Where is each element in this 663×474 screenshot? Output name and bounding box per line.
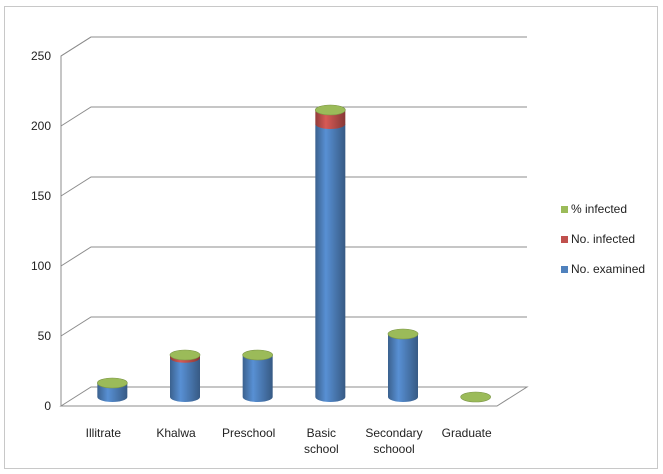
gridline <box>60 106 527 127</box>
legend-label: No. infected <box>571 232 635 246</box>
gridline <box>60 176 527 197</box>
bar-group <box>387 328 419 402</box>
gridline <box>60 36 527 57</box>
chart-floor <box>59 386 529 407</box>
bar-group <box>315 104 346 402</box>
gridline <box>60 316 527 337</box>
x-axis-labels: Illitrate Khalwa Preschool Basic school Secon… <box>86 426 492 456</box>
chart-frame: 0 50 100 150 200 250 Illitrate Khalwa Preschool… <box>4 6 658 469</box>
bar-cap <box>169 349 201 361</box>
y-tick-label: 50 <box>38 329 52 343</box>
bar-group <box>460 391 491 403</box>
bar-group <box>97 377 128 402</box>
bar-cap <box>315 104 346 116</box>
y-tick-label: 250 <box>31 49 51 63</box>
legend: % infected No. infected No. examined <box>561 202 645 276</box>
bars <box>97 104 491 403</box>
legend-swatch <box>561 206 568 213</box>
x-tick-label: Illitrate <box>86 426 122 440</box>
bar-cap <box>97 377 128 389</box>
bar <box>170 357 200 402</box>
y-tick-label: 200 <box>31 119 51 133</box>
x-tick-label: Basic school <box>304 426 339 456</box>
x-tick-label: Secondary schoool <box>365 426 422 456</box>
legend-swatch <box>561 236 568 243</box>
y-tick-label: 150 <box>31 189 51 203</box>
y-tick-label: 100 <box>31 259 51 273</box>
x-tick-label: Preschool <box>222 426 275 440</box>
x-tick-label: Khalwa <box>156 426 196 440</box>
x-tick-label: Graduate <box>442 426 492 440</box>
bar-cap <box>242 349 273 361</box>
y-axis-ticks: 0 50 100 150 200 250 <box>31 49 51 413</box>
legend-label: % infected <box>571 202 627 216</box>
bar-cap <box>387 328 419 340</box>
y-tick-label: 0 <box>44 399 51 413</box>
gridline <box>60 246 527 267</box>
bar-cap <box>460 391 491 403</box>
bar <box>388 334 418 402</box>
bar <box>315 124 346 402</box>
legend-swatch <box>561 266 568 273</box>
bar <box>97 383 128 402</box>
bar-group <box>242 349 273 402</box>
left-wall-edge <box>60 36 92 406</box>
gridlines <box>60 36 527 337</box>
bar-group <box>169 349 201 402</box>
bar-chart: 0 50 100 150 200 250 Illitrate Khalwa Preschool… <box>31 36 645 456</box>
chart-walls <box>59 36 529 407</box>
bar <box>315 110 346 129</box>
legend-label: No. examined <box>571 262 645 276</box>
bar <box>242 355 273 402</box>
